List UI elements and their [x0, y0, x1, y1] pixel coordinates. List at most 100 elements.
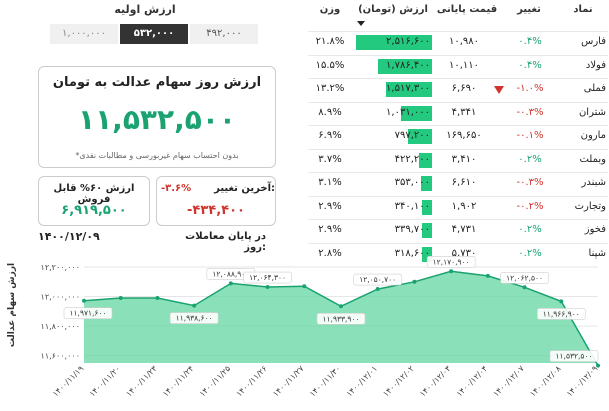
table-row[interactable]: فولاد ۰.۴% ۱۰,۱۱۰ ۱,۷۸۶,۴۰۰ ۱۵.۵%	[308, 54, 608, 78]
initial-value-option-3[interactable]: ۴۹۲,۰۰۰	[190, 24, 258, 44]
chart-y-tick-label: ۱۱,۸۰۰,۰۰۰	[41, 322, 80, 331]
row-value-bar	[378, 58, 432, 74]
value-history-chart: ارزش سهام عدالت ۱۱,۶۰۰,۰۰۰ ۱۱,۸۰۰,۰۰۰ ۱۲,۰…	[7, 255, 600, 399]
row-value-bar	[400, 105, 432, 121]
chart-point[interactable]	[118, 296, 123, 301]
table-row[interactable]: شپنا ۰.۲% ۵,۷۳۰ ۳۱۸,۶۰۰ ۲.۸%	[308, 242, 608, 266]
chart-data-label-text: ۱۲,۰۵۰,۷۰۰	[359, 275, 396, 284]
chart-y-tick-label: ۱۲,۰۰۰,۰۰۰	[41, 293, 80, 302]
row-value-text: ۷۹۷,۲۰۰	[394, 130, 430, 141]
row-change: ۰.۲%	[508, 248, 552, 259]
table-row[interactable]: مارون -۰.۱% ۱۶۹,۶۵۰ ۷۹۷,۲۰۰ ۶.۹%	[308, 125, 608, 148]
daily-value-card: ارزش روز سهام عدالت به تومان ۱۱,۵۳۲,۵۰۰ …	[38, 66, 276, 168]
row-price: ۱۶۹,۶۵۰	[446, 130, 482, 141]
table-row[interactable]: شبندر -۰.۳% ۶,۶۱۰ ۳۵۳,۰۰۰ ۳.۱%	[308, 172, 608, 195]
chart-point[interactable]	[228, 281, 233, 286]
chart-x-tick-label: ۱۴۰۰/۱۱/۲۰	[88, 364, 122, 398]
chart-x-tick-label: ۱۴۰۰/۱۲/۰۷	[492, 364, 527, 399]
row-symbol[interactable]: فارس	[581, 36, 606, 47]
row-price: ۱۰,۱۱۰	[448, 59, 480, 71]
row-value-bar	[386, 82, 432, 97]
row-symbol[interactable]: فملی	[583, 83, 606, 94]
table-row[interactable]: وبملت ۰.۲% ۳,۴۱۰ ۴۲۲,۲۰۰ ۳.۷%	[308, 148, 608, 172]
chart-point[interactable]	[155, 296, 160, 301]
chart-point[interactable]	[82, 298, 86, 303]
chart-point[interactable]	[302, 284, 307, 289]
row-symbol[interactable]: شپنا	[588, 247, 606, 259]
row-value: ۳۱۸,۶۰۰	[356, 246, 432, 262]
row-change-text: ۰.۲%	[518, 247, 542, 259]
row-value: ۷۹۷,۲۰۰	[356, 129, 432, 144]
row-symbol[interactable]: فولاد	[585, 59, 606, 71]
row-weight: ۸.۹%	[318, 106, 342, 118]
row-weight: ۲.۹%	[318, 200, 342, 212]
row-value: ۳۳۹,۷۰۰	[356, 223, 432, 238]
chart-data-label: ۱۱,۹۳۸,۶۰۰	[169, 312, 219, 324]
chart-data-label-box	[426, 255, 476, 268]
chart-x-tick-label: ۱۴۰۰/۱۱/۲۴	[161, 364, 195, 398]
row-symbol[interactable]: شبندر	[581, 177, 607, 188]
row-weight: ۲.۹%	[318, 224, 342, 235]
row-change-text: -۰.۳%	[516, 177, 544, 188]
table-row[interactable]: شتران -۰.۳% ۴,۳۴۱ ۱,۰۳۱,۰۰۰ ۸.۹%	[308, 101, 608, 125]
chart-y-axis-label: ارزش سهام عدالت	[7, 263, 17, 347]
chart-x-tick-label: ۱۴۰۰/۱۱/۲۵	[198, 364, 232, 398]
chart-point[interactable]	[485, 273, 490, 278]
row-weight: ۳.۱%	[318, 177, 342, 188]
initial-value-option-1[interactable]: ۱,۰۰۰,۰۰۰	[50, 24, 118, 44]
table-row[interactable]: فخوز ۰.۲% ۴,۷۳۱ ۳۳۹,۷۰۰ ۲.۹%	[308, 219, 608, 242]
row-change-text: ۰.۲%	[518, 153, 542, 165]
header-change[interactable]: تغییر	[517, 4, 541, 15]
chart-point[interactable]	[412, 279, 417, 284]
header-weight[interactable]: وزن	[319, 4, 341, 15]
initial-value-option-2-selected[interactable]: ۵۳۲,۰۰۰	[120, 24, 188, 44]
row-value-text: ۴۲۲,۲۰۰	[394, 153, 430, 165]
chart-x-tick-label: ۱۴۰۰/۱۲/۰۸	[528, 364, 563, 399]
header-symbol[interactable]: نماد	[573, 4, 593, 15]
chart-point[interactable]	[375, 287, 380, 292]
row-symbol[interactable]: وتجارت	[574, 200, 606, 212]
row-value: ۳۵۳,۰۰۰	[356, 176, 432, 191]
chart-data-label-text: ۱۱,۹۶۶,۹۰۰	[543, 309, 580, 318]
chart-data-label-box	[169, 312, 219, 324]
row-change-text: -۰.۱%	[516, 130, 544, 141]
row-value: ۱,۵۱۷,۳۰۰	[356, 82, 432, 97]
row-weight: ۳.۷%	[318, 153, 342, 165]
row-symbol[interactable]: شتران	[578, 106, 606, 118]
chart-data-label: ۱۲,۰۶۴,۳۰۰	[243, 271, 292, 284]
chart-point[interactable]	[522, 285, 527, 290]
row-value-bar	[421, 199, 432, 215]
header-price[interactable]: قیمت پایانی	[436, 4, 498, 15]
chart-x-tick-label: ۱۴۰۰/۱۲/۰۱	[345, 364, 379, 398]
chart-data-label: ۱۱,۹۶۶,۹۰۰	[536, 308, 586, 320]
chart-point[interactable]	[192, 303, 197, 308]
row-symbol[interactable]: وبملت	[579, 153, 606, 165]
chart-point[interactable]	[339, 304, 343, 309]
chart-data-label-box	[243, 271, 292, 284]
row-value-bar	[356, 35, 432, 50]
row-value-bar	[421, 176, 432, 191]
chart-data-label-text: ۱۱,۹۳۸,۶۰۰	[176, 314, 213, 323]
row-value-bar	[421, 223, 432, 238]
chart-point[interactable]	[596, 363, 600, 368]
row-change: ۰.۴%	[508, 36, 552, 47]
header-value[interactable]: ارزش (تومان)	[358, 4, 428, 15]
table-row[interactable]: فملی -۱.۰% ۶,۶۹۰ ۱,۵۱۷,۳۰۰ ۱۳.۲%	[308, 78, 608, 101]
sort-desc-icon	[357, 21, 365, 26]
row-symbol[interactable]: مارون	[580, 130, 606, 141]
table-row[interactable]: وتجارت -۰.۲% ۱,۹۰۲ ۳۴۰,۱۰۰ ۲.۹%	[308, 195, 608, 219]
row-value-text: ۳۳۹,۷۰۰	[394, 224, 430, 235]
row-symbol[interactable]: فخوز	[584, 224, 606, 235]
chart-point[interactable]	[559, 299, 564, 304]
row-change: ۰.۴%	[508, 60, 552, 71]
chart-data-label: ۱۲,۱۷۰,۹۰۰	[426, 255, 476, 268]
chart-data-label-text: ۱۲,۰۶۴,۳۰۰	[249, 273, 286, 282]
row-weight: ۲۱.۸%	[315, 36, 345, 47]
chart-data-label-box	[500, 272, 549, 284]
table-row[interactable]: فارس ۰.۴% ۱۰,۹۸۰ ۲,۵۱۶,۶۰۰ ۲۱.۸%	[308, 31, 608, 54]
chart-y-tick-label: ۱۲,۲۰۰,۰۰۰	[41, 263, 80, 272]
chart-point[interactable]	[449, 269, 454, 274]
chart-x-tick-label: ۱۴۰۰/۱۱/۱۹	[51, 364, 85, 398]
chart-point[interactable]	[265, 285, 270, 290]
row-change-text: -۰.۳%	[516, 106, 544, 118]
